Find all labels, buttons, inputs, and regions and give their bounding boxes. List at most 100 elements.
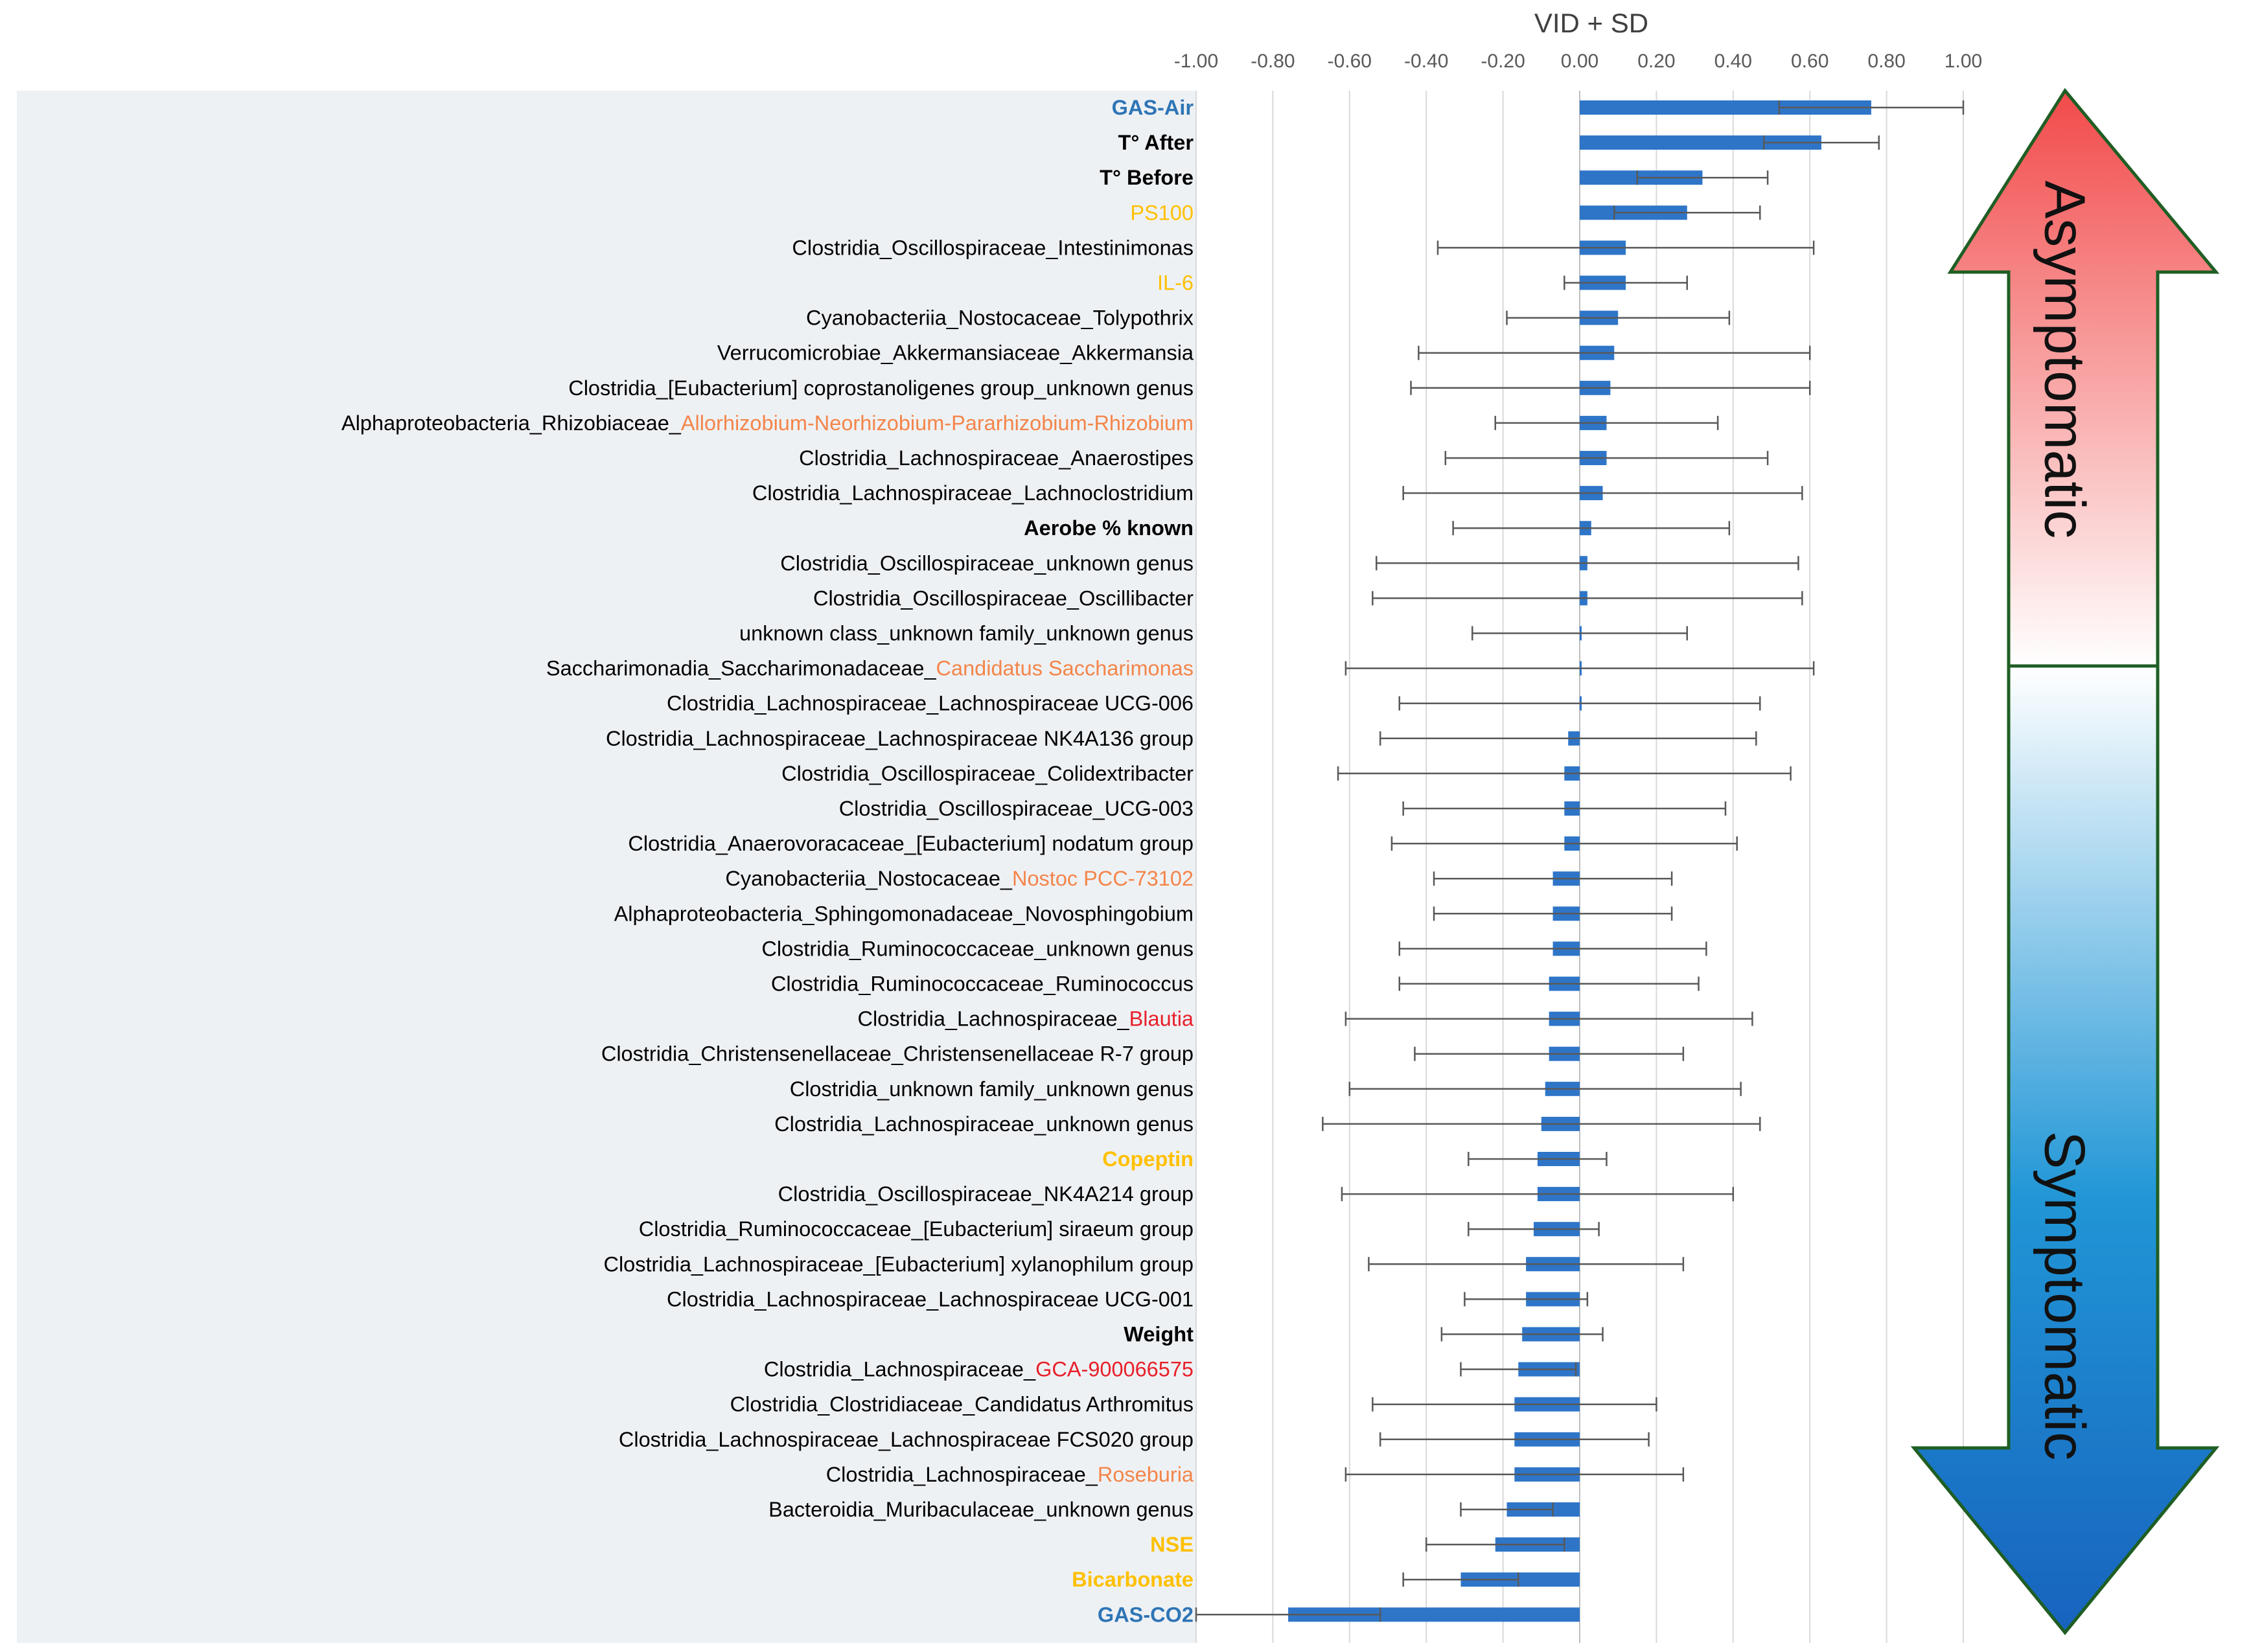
- x-tick-label: 0.80: [1867, 51, 1905, 72]
- label-panel: [17, 91, 1196, 1643]
- category-label: Clostridia_Lachnospiraceae_Lachnospirace…: [606, 727, 1194, 750]
- category-label-segment: Clostridia_Lachnospiraceae_unknown genus: [774, 1112, 1194, 1136]
- category-label: Clostridia_Ruminococcaceae_unknown genus: [761, 937, 1194, 960]
- x-tick-label: 0.00: [1561, 51, 1598, 72]
- category-label-segment: Clostridia_Lachnospiraceae_: [826, 1463, 1098, 1486]
- category-label: Alphaproteobacteria_Sphingomonadaceae_No…: [614, 902, 1194, 925]
- category-label: Cyanobacteriia_Nostocaceae_Tolypothrix: [806, 306, 1194, 330]
- x-tick-label: -0.20: [1481, 51, 1525, 72]
- category-label-segment: Bacteroidia_Muribaculaceae_unknown genus: [768, 1498, 1194, 1521]
- asymptomatic-label: Asymptomatic: [2033, 181, 2097, 539]
- category-label: Weight: [1124, 1323, 1194, 1346]
- category-label: Clostridia_Oscillospiraceae_unknown genu…: [780, 551, 1194, 575]
- x-tick-label: 0.40: [1714, 51, 1752, 72]
- category-label-segment: Clostridia_Lachnospiraceae_Anaerostipes: [799, 446, 1194, 470]
- category-label-segment: Clostridia_Lachnospiraceae_: [764, 1358, 1036, 1381]
- category-label-segment: Clostridia_Oscillospiraceae_Colidextriba…: [781, 762, 1194, 785]
- category-label: Clostridia_Lachnospiraceae_GCA-900066575: [764, 1358, 1194, 1381]
- category-label-segment: Cyanobacteriia_Nostocaceae_Tolypothrix: [806, 306, 1194, 330]
- category-label-segment: Verrucomicrobiae_Akkermansiaceae_Akkerma…: [717, 341, 1194, 365]
- category-label: Verrucomicrobiae_Akkermansiaceae_Akkerma…: [717, 341, 1194, 365]
- category-label: Clostridia_Oscillospiraceae_Colidextriba…: [781, 762, 1194, 785]
- category-label-segment: Aerobe % known: [1024, 516, 1194, 540]
- category-label-segment: PS100: [1130, 201, 1194, 224]
- x-tick-label: 0.20: [1637, 51, 1675, 72]
- category-label-segment: Clostridia_unknown family_unknown genus: [790, 1077, 1194, 1101]
- category-label: Clostridia_Oscillospiraceae_NK4A214 grou…: [778, 1182, 1194, 1206]
- x-tick-label: -0.60: [1328, 51, 1372, 72]
- chart-title: VID + SD: [1534, 8, 1648, 38]
- category-label: Clostridia_Oscillospiraceae_Intestinimon…: [792, 236, 1194, 259]
- category-label-segment: GAS-Air: [1112, 96, 1194, 119]
- category-label-segment: Clostridia_Clostridiaceae_Candidatus Art…: [730, 1393, 1194, 1416]
- category-label-segment: Clostridia_Lachnospiraceae_: [857, 1007, 1129, 1031]
- category-label-segment: Alphaproteobacteria_Sphingomonadaceae_No…: [614, 902, 1194, 925]
- x-tick-label: -0.40: [1404, 51, 1448, 72]
- category-label-segment: Clostridia_Lachnospiraceae_Lachnospirace…: [606, 727, 1194, 750]
- category-label: Clostridia_Anaerovoracaceae_[Eubacterium…: [628, 832, 1194, 855]
- category-label: T° Before: [1100, 166, 1194, 189]
- category-label: Clostridia_Lachnospiraceae_Anaerostipes: [799, 446, 1194, 470]
- category-label-segment: Nostoc PCC-73102: [1012, 867, 1194, 890]
- category-label-segment: T° Before: [1100, 166, 1194, 189]
- category-label-segment: Clostridia_Ruminococcaceae_unknown genus: [761, 937, 1194, 960]
- x-tick-label: 1.00: [1945, 51, 1982, 72]
- category-label-segment: Clostridia_Oscillospiraceae_NK4A214 grou…: [778, 1182, 1194, 1206]
- bar: [1288, 1607, 1580, 1622]
- category-label-segment: Clostridia_Ruminococcaceae_[Eubacterium]…: [639, 1217, 1194, 1241]
- category-label: Clostridia_Christensenellaceae_Christens…: [601, 1042, 1194, 1066]
- bar: [1580, 135, 1821, 150]
- category-label: Bacteroidia_Muribaculaceae_unknown genus: [768, 1498, 1194, 1521]
- category-label-segment: Clostridia_Anaerovoracaceae_[Eubacterium…: [628, 832, 1194, 855]
- bars: [1195, 100, 1965, 1622]
- category-label-segment: Cyanobacteriia_Nostocaceae_: [725, 867, 1013, 890]
- category-label: Clostridia_Lachnospiraceae_[Eubacterium]…: [603, 1252, 1194, 1276]
- category-label-segment: Clostridia_Lachnospiraceae_Lachnospirace…: [667, 1287, 1194, 1311]
- category-label: Copeptin: [1102, 1147, 1194, 1171]
- category-label-segment: Clostridia_[Eubacterium] coprostanoligen…: [568, 376, 1194, 400]
- category-label-segment: Clostridia_Christensenellaceae_Christens…: [601, 1042, 1194, 1066]
- category-label: Clostridia_Lachnospiraceae_Lachnospirace…: [667, 692, 1194, 715]
- symptomatic-label: Symptomatic: [2033, 1131, 2097, 1461]
- category-label: Clostridia_Lachnospiraceae_Roseburia: [826, 1463, 1194, 1486]
- category-label-segment: Clostridia_Lachnospiraceae_Lachnoclostri…: [752, 481, 1194, 505]
- category-label-segment: NSE: [1150, 1533, 1194, 1556]
- category-label-segment: IL-6: [1157, 271, 1194, 295]
- category-label: Clostridia_Lachnospiraceae_Blautia: [857, 1007, 1194, 1031]
- category-label: GAS-Air: [1112, 96, 1194, 119]
- category-label-segment: Clostridia_Oscillospiraceae_Oscillibacte…: [813, 586, 1194, 610]
- category-label: Cyanobacteriia_Nostocaceae_Nostoc PCC-73…: [725, 867, 1194, 890]
- category-label-segment: GCA-900066575: [1035, 1358, 1194, 1381]
- category-label: Bicarbonate: [1072, 1568, 1194, 1591]
- category-label: Clostridia_Oscillospiraceae_Oscillibacte…: [813, 586, 1194, 610]
- category-label-segment: Saccharimonadia_Saccharimonadaceae_: [546, 657, 937, 680]
- category-label: Alphaproteobacteria_Rhizobiaceae_Allorhi…: [341, 411, 1194, 435]
- category-label-segment: Blautia: [1129, 1007, 1194, 1031]
- bar: [1460, 1572, 1580, 1587]
- category-label: Clostridia_Lachnospiraceae_unknown genus: [774, 1112, 1194, 1136]
- category-label: PS100: [1130, 201, 1194, 224]
- category-label-segment: unknown class_unknown family_unknown gen…: [739, 622, 1194, 645]
- category-label: IL-6: [1157, 271, 1194, 295]
- category-label: Clostridia_Lachnospiraceae_Lachnospirace…: [619, 1428, 1194, 1451]
- category-label: Clostridia_Ruminococcaceae_[Eubacterium]…: [639, 1217, 1194, 1241]
- category-label-segment: Allorhizobium-Neorhizobium-Pararhizobium…: [681, 411, 1194, 435]
- category-label-segment: Clostridia_Lachnospiraceae_Lachnospirace…: [667, 692, 1194, 715]
- category-label: Clostridia_Ruminococcaceae_Ruminococcus: [771, 972, 1194, 996]
- bar: [1580, 100, 1871, 115]
- category-label: T° After: [1118, 131, 1194, 154]
- category-label: unknown class_unknown family_unknown gen…: [739, 622, 1194, 645]
- category-label-segment: Clostridia_Oscillospiraceae_unknown genu…: [780, 551, 1194, 575]
- x-tick-label: -0.80: [1251, 51, 1295, 72]
- category-label-segment: Clostridia_Oscillospiraceae_UCG-003: [839, 797, 1194, 820]
- category-label: GAS-CO2: [1098, 1603, 1194, 1626]
- category-label: Clostridia_Lachnospiraceae_Lachnospirace…: [667, 1287, 1194, 1311]
- category-label-segment: Clostridia_Lachnospiraceae_[Eubacterium]…: [603, 1252, 1194, 1276]
- category-label: Clostridia_[Eubacterium] coprostanoligen…: [568, 376, 1194, 400]
- category-label-segment: GAS-CO2: [1098, 1603, 1194, 1626]
- category-label: Clostridia_Lachnospiraceae_Lachnoclostri…: [752, 481, 1194, 505]
- category-label: Clostridia_Clostridiaceae_Candidatus Art…: [730, 1393, 1194, 1416]
- category-label-segment: Clostridia_Lachnospiraceae_Lachnospirace…: [619, 1428, 1194, 1451]
- category-label-segment: T° After: [1118, 131, 1194, 154]
